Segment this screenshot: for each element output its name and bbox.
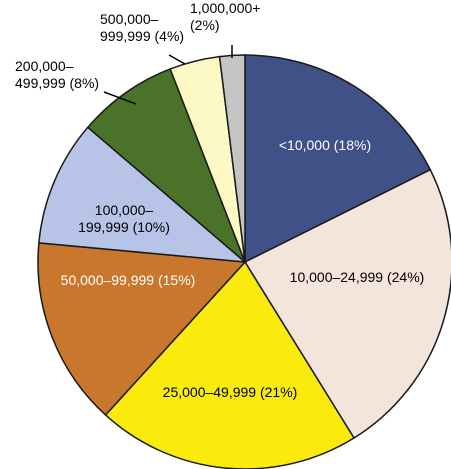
pie-slice-4	[38, 126, 248, 263]
pie-slice-1	[243, 168, 451, 440]
leader-lines	[103, 45, 233, 105]
pie-slice-2	[104, 260, 356, 469]
slice-label-6: 500,000– 999,999 (4%)	[100, 11, 184, 44]
slice-labels: <10,000 (18%) 10,000–24,999 (24%) 25,000–4…	[15, 0, 424, 400]
slice-label-2: 25,000–49,999 (21%)	[163, 384, 298, 400]
pie-slice-3	[37, 242, 247, 417]
pie-slice-0	[244, 54, 432, 264]
slice-label-0: <10,000 (18%)	[279, 137, 371, 153]
slice-label-7: 1,000,000+ (2%)	[190, 0, 260, 33]
pie-slices	[37, 54, 451, 469]
leader-line-5	[103, 91, 137, 105]
slice-label-3: 50,000–99,999 (15%)	[61, 272, 196, 288]
slice-label-4: 100,000– 199,999 (10%)	[78, 202, 170, 235]
slice-label-5: 200,000– 499,999 (8%)	[15, 58, 99, 91]
pie-slice-5	[86, 68, 246, 263]
slice-label-1: 10,000–24,999 (24%)	[290, 269, 425, 285]
leader-line-6	[168, 54, 186, 65]
